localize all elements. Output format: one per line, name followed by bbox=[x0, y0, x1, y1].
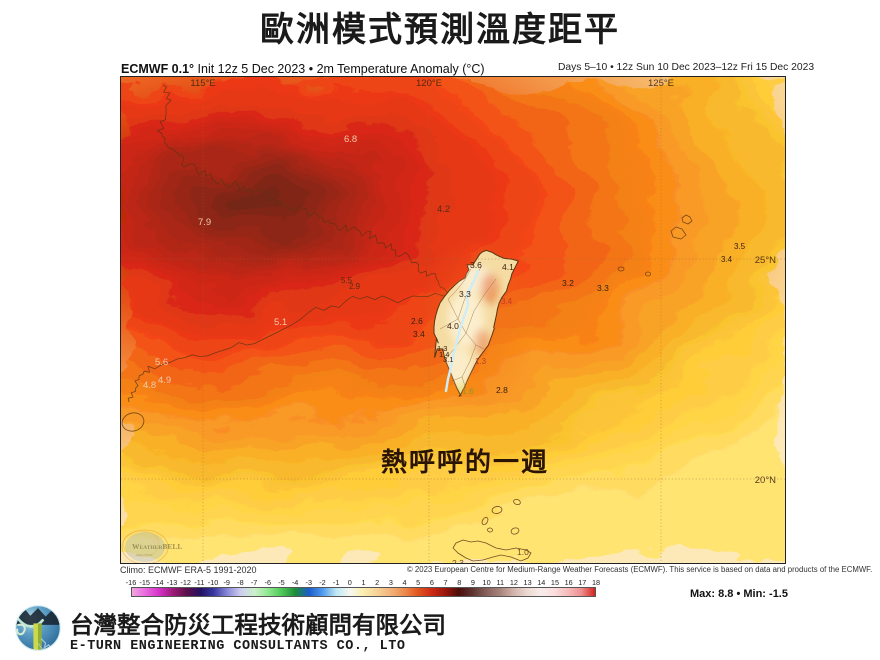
svg-text:4.8: 4.8 bbox=[143, 380, 156, 391]
svg-text:3.4: 3.4 bbox=[501, 297, 513, 306]
svg-text:5.6: 5.6 bbox=[155, 357, 168, 368]
svg-text:6.8: 6.8 bbox=[344, 134, 357, 145]
svg-text:4.9: 4.9 bbox=[158, 375, 171, 386]
svg-text:4.0: 4.0 bbox=[447, 321, 459, 331]
svg-text:1.6: 1.6 bbox=[462, 386, 474, 396]
svg-text:3.1: 3.1 bbox=[443, 355, 453, 364]
svg-text:3.2: 3.2 bbox=[562, 278, 574, 288]
svg-text:3.3: 3.3 bbox=[459, 289, 471, 299]
svg-text:2.6: 2.6 bbox=[411, 316, 423, 326]
svg-text:7.9: 7.9 bbox=[198, 217, 211, 228]
svg-text:3.4: 3.4 bbox=[721, 255, 733, 264]
svg-text:5.1: 5.1 bbox=[274, 317, 287, 328]
svg-text:2.8: 2.8 bbox=[496, 385, 508, 395]
svg-text:3.3: 3.3 bbox=[597, 283, 609, 293]
svg-text:1.3: 1.3 bbox=[475, 357, 487, 366]
svg-text:4.1: 4.1 bbox=[502, 262, 514, 272]
svg-text:4.2: 4.2 bbox=[437, 204, 450, 215]
svg-text:3.6: 3.6 bbox=[470, 260, 482, 270]
svg-text:3.4: 3.4 bbox=[413, 329, 425, 339]
svg-text:2.9: 2.9 bbox=[349, 282, 361, 291]
svg-text:3.5: 3.5 bbox=[734, 242, 746, 251]
